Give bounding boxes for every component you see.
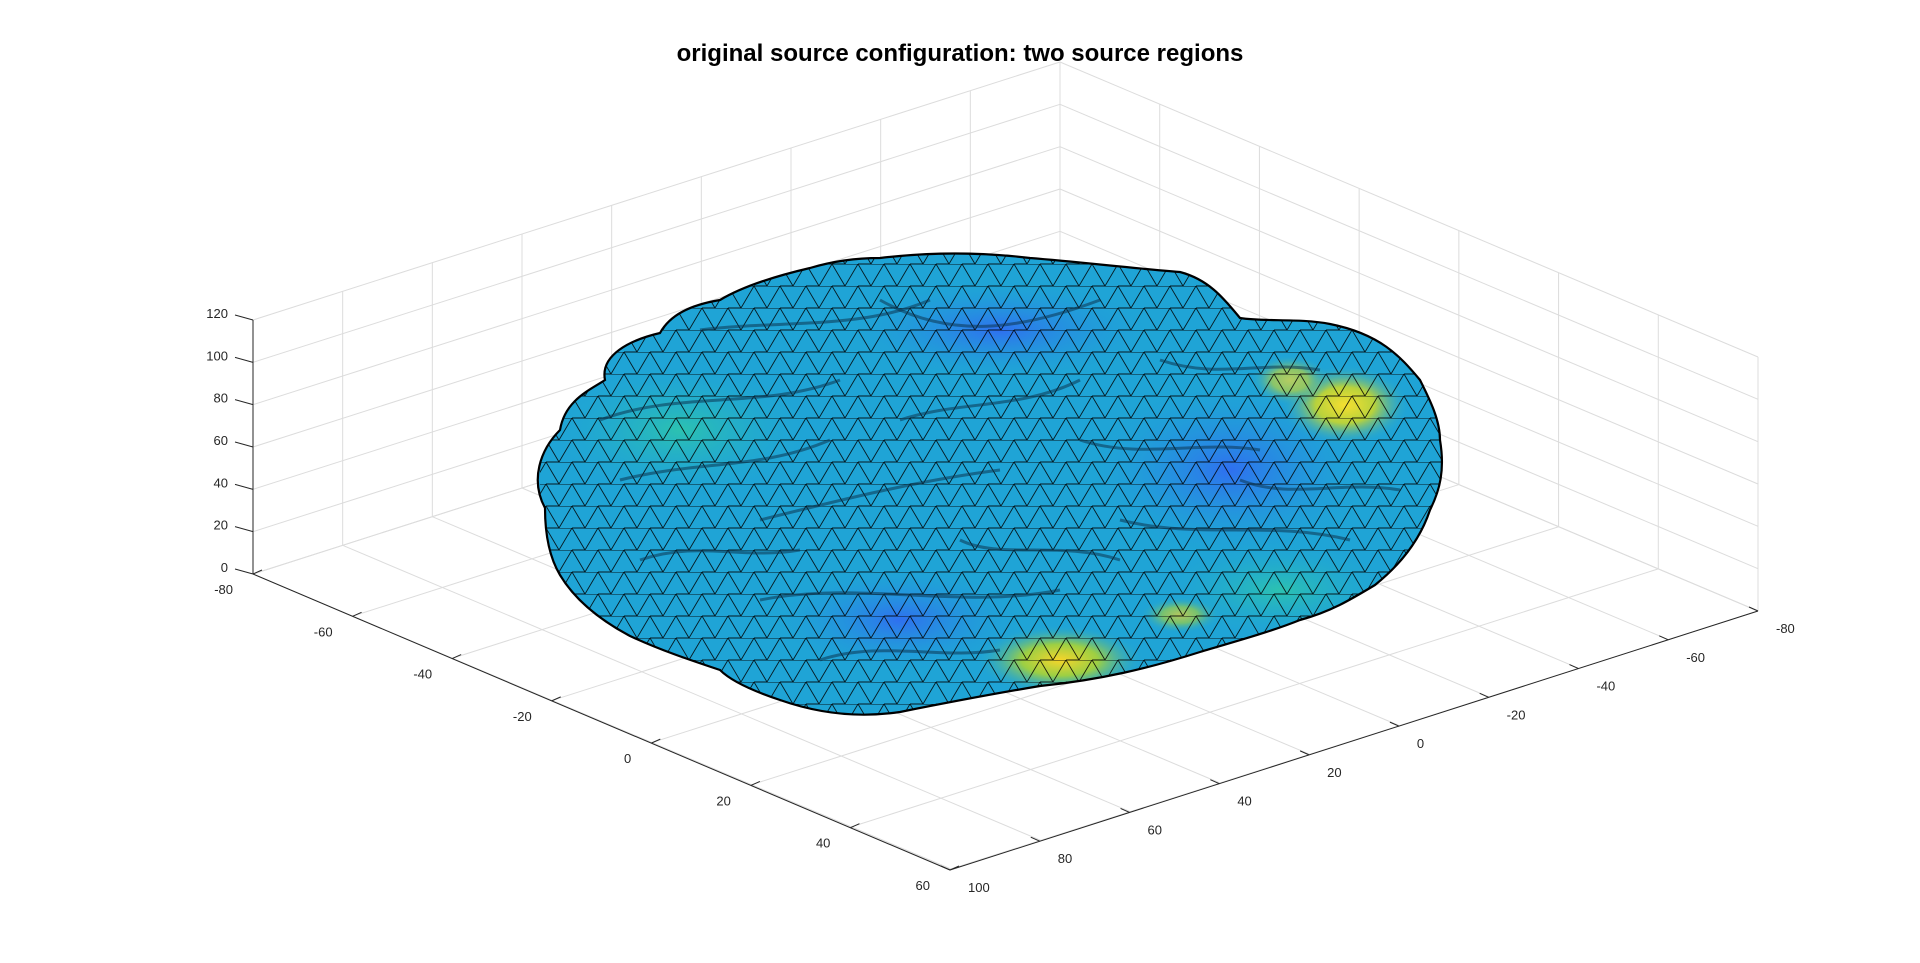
grid-line xyxy=(1059,103,1759,400)
z-tick-label: 40 xyxy=(214,475,228,490)
grid-line xyxy=(252,61,1061,321)
grid-line xyxy=(252,188,1061,448)
x-tick-label: -80 xyxy=(214,582,233,597)
x-tick-label: -40 xyxy=(413,667,432,682)
x-tick-mark xyxy=(850,823,860,829)
y-tick-mark xyxy=(1748,606,1759,612)
grid-line xyxy=(1059,146,1759,443)
z-tick-mark xyxy=(234,483,254,490)
y-tick-mark xyxy=(1120,807,1130,813)
x-axis-line xyxy=(949,610,1759,871)
z-tick-label: 0 xyxy=(221,560,228,575)
sulcus xyxy=(899,378,1081,422)
x-tick-mark xyxy=(750,780,761,786)
x-tick-label: 60 xyxy=(916,878,930,893)
y-tick-label: -60 xyxy=(1686,650,1705,665)
z-tick-label: 100 xyxy=(206,348,228,363)
y-tick-label: 40 xyxy=(1237,794,1251,809)
sulcus xyxy=(699,298,931,332)
x-tick-label: -60 xyxy=(314,624,333,639)
y-tick-mark xyxy=(1299,750,1310,756)
sulcus xyxy=(819,648,1001,662)
y-tick-label: -80 xyxy=(1776,621,1795,636)
z-tick-mark xyxy=(234,568,254,575)
y-tick-mark xyxy=(940,865,951,871)
x-tick-label: 0 xyxy=(624,751,631,766)
y-tick-label: 80 xyxy=(1058,851,1072,866)
z-tick-mark xyxy=(234,441,254,448)
sulcus xyxy=(1159,358,1321,372)
y-tick-label: -40 xyxy=(1596,679,1615,694)
x-tick-label: -20 xyxy=(513,709,532,724)
sulcus xyxy=(1079,438,1261,452)
x-tick-mark xyxy=(551,696,561,702)
y-tick-mark xyxy=(1659,635,1669,641)
brain-outline xyxy=(536,252,1444,716)
y-tick-mark xyxy=(1210,779,1220,785)
y-axis-line xyxy=(252,573,951,871)
x-tick-label: 40 xyxy=(816,836,830,851)
x-tick-mark xyxy=(949,865,960,871)
y-tick-mark xyxy=(1569,664,1579,670)
y-tick-label: -20 xyxy=(1507,707,1526,722)
sulcus xyxy=(599,378,841,422)
z-tick-label: 80 xyxy=(214,391,228,406)
y-tick-mark xyxy=(1030,836,1040,842)
sulcus xyxy=(959,538,1121,562)
y-tick-label: 20 xyxy=(1327,765,1341,780)
grid-line xyxy=(851,568,1659,828)
z-tick-label: 120 xyxy=(206,306,228,321)
y-tick-mark xyxy=(1479,692,1489,698)
axes xyxy=(234,314,1759,871)
z-tick-mark xyxy=(234,356,254,363)
x-tick-label: 20 xyxy=(716,793,730,808)
y-tick-label: 60 xyxy=(1148,822,1162,837)
y-tick-label: 100 xyxy=(968,880,990,895)
sulcus xyxy=(759,468,1001,522)
brain-surface xyxy=(536,252,1444,716)
z-tick-mark xyxy=(234,526,254,533)
sulcus xyxy=(759,588,1061,602)
sulcus xyxy=(1239,478,1401,492)
sulcus xyxy=(879,298,1101,328)
grid-line xyxy=(1059,188,1759,485)
x-tick-mark xyxy=(352,611,362,617)
x-tick-mark xyxy=(451,654,462,660)
grid-line xyxy=(342,544,1041,841)
z-tick-mark xyxy=(234,399,254,406)
x-tick-mark xyxy=(252,569,263,575)
z-tick-label: 20 xyxy=(214,518,228,533)
y-tick-mark xyxy=(1389,721,1400,727)
sulci-lines xyxy=(599,298,1401,662)
sulcus xyxy=(1119,518,1351,542)
sulcus xyxy=(639,548,801,562)
z-tick-mark xyxy=(234,314,254,321)
grid-line xyxy=(1059,61,1759,358)
tick-labels: -80 -60 -40 -20 0 20 40 60 -80 -60 -40 -20 0 20 40 60 80… xyxy=(206,306,1795,895)
z-tick-label: 60 xyxy=(214,433,228,448)
grid-line xyxy=(252,103,1061,363)
x-tick-mark xyxy=(651,738,661,744)
y-tick-label: 0 xyxy=(1417,736,1424,751)
grid-line xyxy=(252,146,1061,406)
chart-title: original source configuration: two sourc… xyxy=(677,40,1244,67)
sulcus xyxy=(619,438,831,482)
